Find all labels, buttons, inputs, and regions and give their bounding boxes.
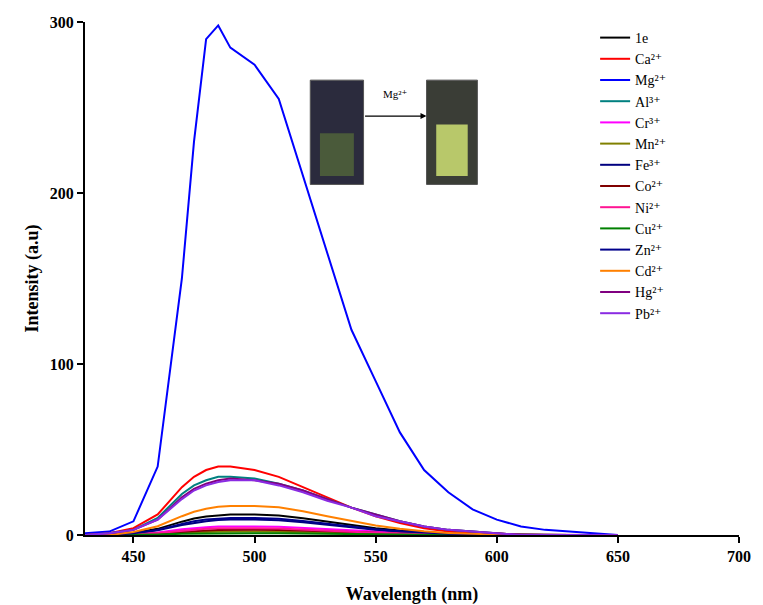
svg-text:Fe³⁺: Fe³⁺ — [635, 158, 661, 173]
svg-text:Al³⁺: Al³⁺ — [635, 95, 661, 110]
svg-text:100: 100 — [50, 356, 74, 373]
svg-text:Pb²⁺: Pb²⁺ — [635, 307, 661, 322]
svg-text:600: 600 — [485, 548, 509, 565]
svg-text:300: 300 — [50, 14, 74, 31]
svg-text:Cd²⁺: Cd²⁺ — [635, 264, 663, 279]
svg-text:Cu²⁺: Cu²⁺ — [635, 222, 663, 237]
svg-text:Intensity (a.u): Intensity (a.u) — [22, 224, 43, 332]
svg-text:1e: 1e — [635, 31, 648, 46]
svg-text:Mg²⁺: Mg²⁺ — [383, 88, 408, 100]
svg-text:550: 550 — [364, 548, 388, 565]
svg-text:Wavelength (nm): Wavelength (nm) — [346, 584, 479, 605]
svg-text:Mg²⁺: Mg²⁺ — [635, 73, 666, 88]
svg-text:Cr³⁺: Cr³⁺ — [635, 116, 661, 131]
svg-text:200: 200 — [50, 185, 74, 202]
svg-text:Ni²⁺: Ni²⁺ — [635, 201, 661, 216]
svg-text:Co²⁺: Co²⁺ — [635, 179, 663, 194]
svg-text:450: 450 — [121, 548, 145, 565]
svg-text:650: 650 — [606, 548, 630, 565]
svg-text:Hg²⁺: Hg²⁺ — [635, 285, 664, 300]
svg-text:500: 500 — [243, 548, 267, 565]
svg-text:700: 700 — [727, 548, 751, 565]
svg-text:Mn²⁺: Mn²⁺ — [635, 137, 666, 152]
svg-text:Ca²⁺: Ca²⁺ — [635, 52, 662, 67]
svg-text:0: 0 — [66, 527, 74, 544]
svg-text:Zn²⁺: Zn²⁺ — [635, 243, 662, 258]
